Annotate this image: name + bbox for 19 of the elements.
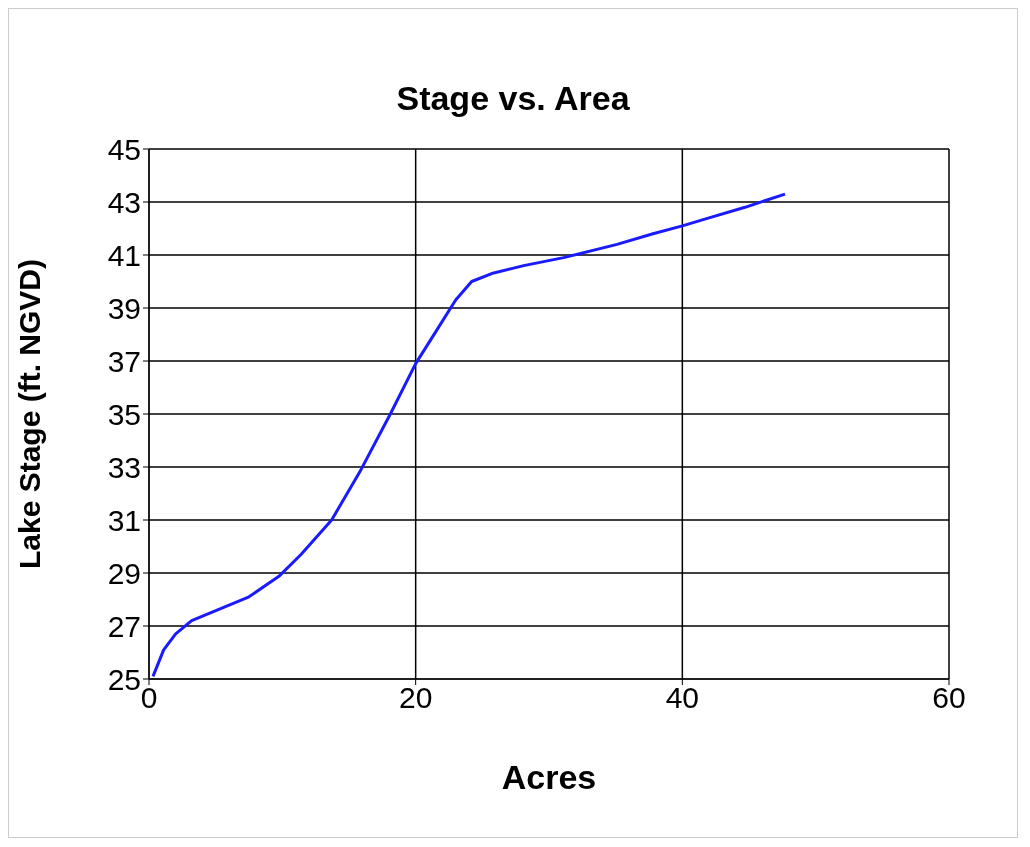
x-tick-label: 20 [398,681,433,715]
y-tick-label: 29 [107,556,141,590]
x-tick-label: 0 [140,681,158,715]
line-series [151,192,787,678]
y-tick-label: 31 [107,503,141,537]
x-axis-title: Acres [501,758,597,796]
y-tick-label: 27 [107,609,141,643]
x-tick-label: 40 [665,681,700,715]
y-tick-label: 33 [107,450,141,484]
x-tick-label: 60 [932,681,966,715]
y-axis-title: Lake Stage (ft. NGVD) [12,258,46,570]
y-tick-label: 37 [107,344,141,378]
y-tick-label: 43 [107,185,141,219]
y-tick-label: 39 [107,291,141,325]
y-tick-label: 25 [107,662,141,696]
y-tick-label: 45 [107,132,141,166]
y-tick-label: 35 [107,397,141,431]
chart-title: Stage vs. Area [396,79,630,117]
y-tick-label: 41 [107,238,141,272]
